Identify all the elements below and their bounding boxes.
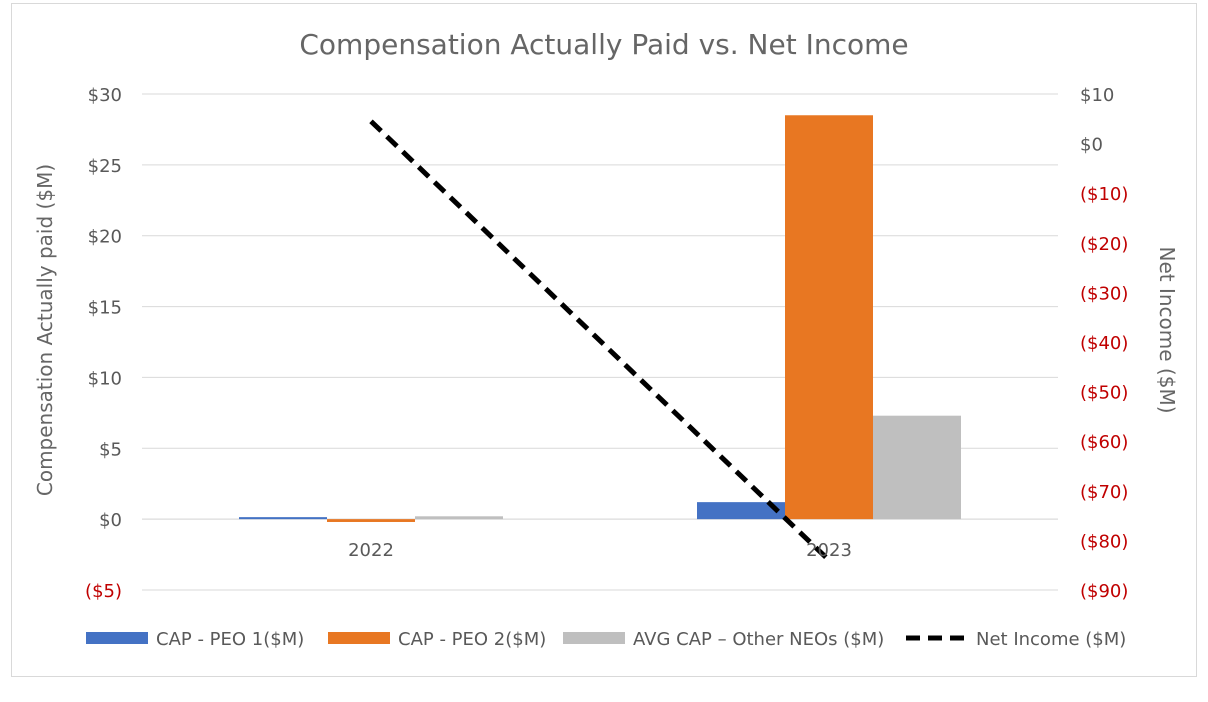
left-tick-label-1: $25 [88,156,122,177]
left-tick-label-7: ($5) [85,581,122,602]
left-tick-label-2: $20 [88,227,122,248]
net-income-line-group [369,119,831,563]
category-labels: 2022 2023 [348,540,852,561]
right-tick-label-0: $10 [1080,85,1114,106]
legend-label-1: CAP - PEO 2($M) [398,629,546,650]
legend-swatch-0 [86,632,148,644]
right-tick-label-3: ($20) [1080,234,1128,255]
net-income-line [369,119,831,563]
right-tick-label-5: ($40) [1080,333,1128,354]
left-tick-label-5: $5 [99,439,122,460]
right-tick-label-7: ($60) [1080,432,1128,453]
legend-label-0: CAP - PEO 1($M) [156,629,304,650]
left-tick-label-3: $15 [88,298,122,319]
bar-2022-1 [327,519,415,522]
left-tick-label-6: $0 [99,510,122,531]
right-tick-label-10: ($90) [1080,581,1128,602]
left-tick-label-4: $10 [88,368,122,389]
category-label-2022: 2022 [348,540,394,561]
bar-2023-2 [873,415,961,520]
bars [239,115,961,522]
chart-title: Compensation Actually Paid vs. Net Incom… [299,28,908,61]
right-tick-label-1: $0 [1080,135,1103,156]
bar-2022-2 [415,516,503,520]
bar-2023-1 [785,115,873,520]
chart-frame [11,3,1197,677]
bar-2023-0 [697,502,785,520]
legend-swatch-2 [563,632,625,644]
left-tick-label-0: $30 [88,85,122,106]
right-tick-label-2: ($10) [1080,184,1128,205]
left-axis-ticks: $30 $25 $20 $15 $10 $5 $0 ($5) [85,85,122,602]
right-tick-label-8: ($70) [1080,482,1128,503]
right-axis-ticks: $10 $0 ($10) ($20) ($30) ($40) ($50) ($60) ($70)… [1080,85,1128,602]
category-label-2023: 2023 [806,540,852,561]
right-tick-label-9: ($80) [1080,531,1128,552]
legend-label-2: AVG CAP – Other NEOs ($M) [633,629,884,650]
legend: CAP - PEO 1($M) CAP - PEO 2($M) AVG CAP – … [86,629,1126,650]
legend-swatch-1 [328,632,390,644]
y2-axis-title: Net Income ($M) [1155,246,1179,413]
right-tick-label-6: ($50) [1080,383,1128,404]
right-tick-label-4: ($30) [1080,283,1128,304]
y-axis-title: Compensation Actually paid ($M) [33,164,57,496]
bar-2022-0 [239,517,327,520]
legend-label-3: Net Income ($M) [976,629,1126,650]
